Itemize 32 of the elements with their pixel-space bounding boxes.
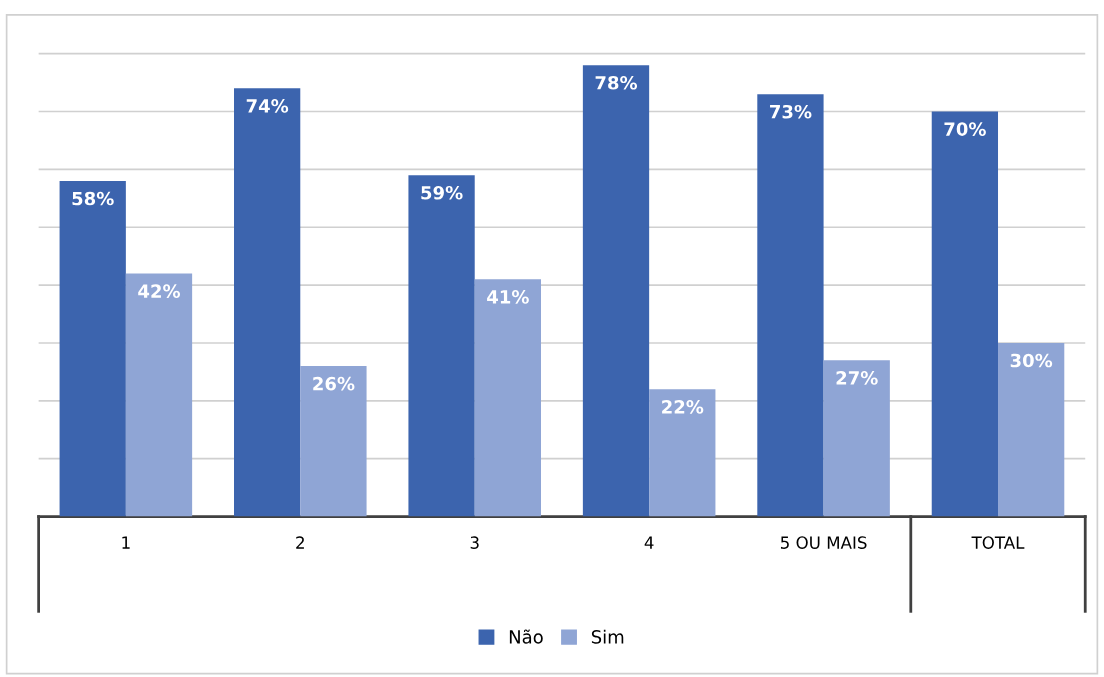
bar (582, 65, 650, 517)
data-label: 26% (313, 376, 355, 391)
x-tick-label: 5 OU MAIS (780, 536, 867, 549)
data-label: 22% (662, 399, 704, 414)
legend-label: Sim (591, 629, 624, 644)
bar (649, 389, 716, 517)
data-label: 30% (1010, 353, 1053, 368)
data-label: 58% (72, 191, 114, 206)
data-label: 78% (595, 75, 638, 90)
data-label: 27% (836, 371, 878, 385)
data-label: 73% (770, 104, 812, 119)
legend-label: Não (509, 629, 543, 644)
bar (300, 366, 367, 517)
bar (59, 180, 126, 517)
x-tick-label: 2 (296, 536, 304, 549)
bar (408, 175, 475, 517)
x-tick-label: 1 (122, 536, 130, 549)
data-label: 74% (246, 99, 289, 113)
data-label: 59% (421, 185, 463, 200)
bar (757, 94, 824, 517)
bar (823, 360, 890, 517)
bar (234, 88, 301, 517)
bar (998, 342, 1065, 517)
x-tick-label: TOTAL (971, 536, 1025, 549)
data-label: 70% (944, 122, 986, 136)
data-label: 42% (138, 284, 181, 298)
bar (125, 273, 193, 517)
bar (931, 111, 999, 517)
data-label: 41% (487, 290, 529, 304)
bar (474, 279, 541, 517)
x-tick-label: 4 (644, 536, 654, 549)
x-tick-label: 3 (470, 536, 479, 549)
